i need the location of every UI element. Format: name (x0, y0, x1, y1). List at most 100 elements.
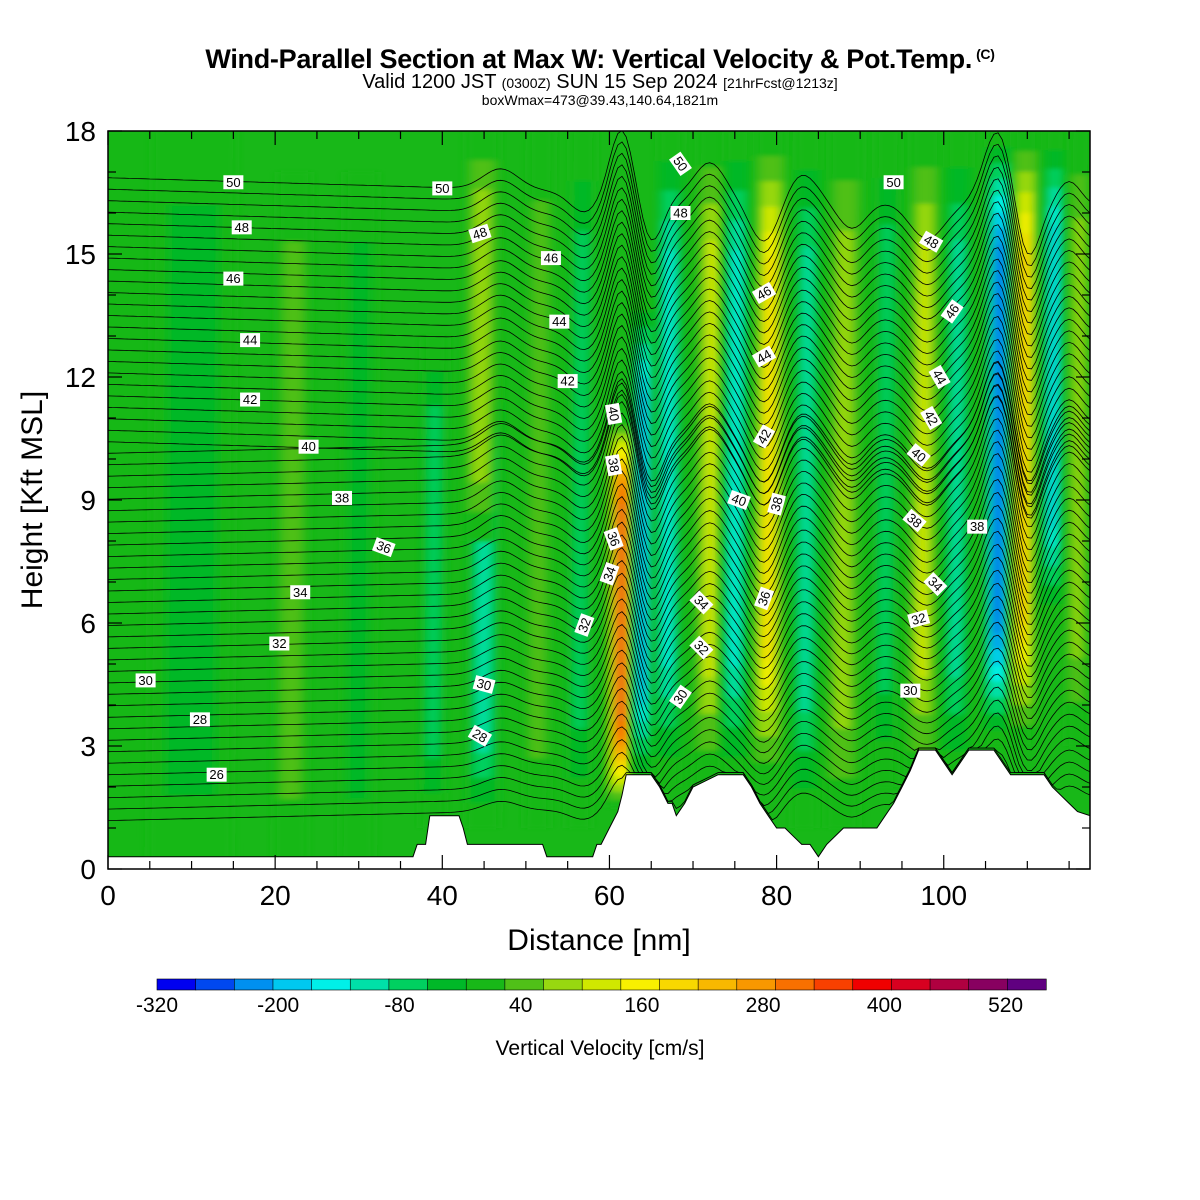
theta-contour (108, 660, 1090, 747)
contour-label-text: 32 (910, 610, 928, 628)
contour-label: 46 (223, 271, 244, 286)
x-tick-label: 20 (260, 880, 291, 911)
velocity-band (878, 224, 893, 694)
contour-label-text: 26 (209, 767, 223, 782)
contour-label: 48 (670, 206, 691, 221)
theta-contour (108, 141, 1090, 267)
contour-label: 46 (540, 251, 561, 266)
chart-subtitle: Valid 1200 JST (0300Z) SUN 15 Sep 2024 [… (0, 71, 1200, 94)
y-axis-label: Height [Kft MSL] (16, 391, 49, 609)
contour-label-box (206, 767, 227, 782)
contour-label: 48 (919, 230, 944, 253)
theta-contour (108, 595, 1090, 695)
copyright-mark: (C) (976, 46, 995, 62)
contour-label: 50 (669, 151, 692, 177)
contour-label-box (372, 537, 396, 558)
theta-contour (108, 393, 1090, 519)
colorbar-swatch (156, 978, 197, 991)
y-tick-label: 0 (80, 854, 96, 885)
contour-label: 32 (269, 636, 290, 651)
theta-contour (108, 406, 1090, 533)
contour-label-text: 36 (374, 538, 393, 557)
theta-contour (108, 383, 1090, 510)
velocity-column (273, 172, 312, 869)
theta-contour (108, 418, 1090, 545)
theta-contour (108, 187, 1090, 312)
theta-contour (108, 608, 1090, 705)
colorbar-tick-label: 520 (988, 994, 1023, 1017)
colorbar-swatch (697, 978, 738, 991)
contour-label-box (940, 299, 964, 324)
contour-labels: 50 48 46 44 42 40 38 36 34 32 30 28 26 50 48 46 44 42 40 38… (135, 151, 988, 782)
contour-label-box (549, 314, 570, 329)
contour-label: 30 (669, 684, 692, 710)
contour-label-box (269, 636, 290, 651)
contour-label-box (298, 439, 319, 454)
contour-label-box (468, 223, 492, 244)
contour-label-text: 36 (604, 530, 623, 549)
contour-label-box (669, 151, 692, 177)
theta-contour (108, 233, 1090, 358)
velocity-band (347, 241, 371, 800)
contour-label: 50 (432, 181, 453, 196)
colorbar-tick-label: -200 (257, 994, 299, 1017)
colorbar-tick-label: 400 (867, 994, 902, 1017)
velocity-band (800, 247, 813, 712)
contour-label: 50 (223, 175, 244, 190)
contour-label-box (767, 492, 786, 516)
colorbar-swatch (620, 978, 661, 991)
theta-contour (108, 505, 1090, 621)
contour-label-text: 28 (193, 712, 207, 727)
contour-label: 30 (135, 673, 156, 688)
contour-label-box (928, 364, 951, 390)
velocity-band (1020, 254, 1028, 623)
velocity-band (427, 406, 441, 758)
velocity-band (529, 200, 549, 759)
colorbar-swatch (736, 978, 777, 991)
y-tick-label: 15 (65, 239, 96, 270)
velocity-band (835, 230, 853, 729)
colorbar-swatch (659, 978, 699, 991)
velocity-column (148, 131, 237, 869)
velocity-band (951, 240, 963, 678)
theta-contours (108, 131, 1090, 821)
y-tick-label: 3 (80, 731, 96, 762)
y-tick-label: 18 (65, 116, 96, 147)
contour-label-box (727, 490, 751, 510)
x-tick-label: 80 (761, 880, 792, 911)
contour-label: 28 (467, 724, 493, 747)
contour-label-box (669, 684, 692, 710)
contour-label-text: 38 (767, 495, 785, 513)
contour-label-box (557, 374, 578, 389)
contour-label-text: 42 (243, 392, 257, 407)
contour-label-text: 32 (575, 616, 594, 635)
colorbar-label: Vertical Velocity [cm/s] (495, 1037, 705, 1060)
colorbar-swatch (929, 978, 970, 991)
contour-label-box (332, 490, 353, 505)
velocity-column (983, 131, 1015, 746)
x-tick-label: 100 (920, 880, 967, 911)
theta-contour (108, 492, 1090, 611)
contour-label: 48 (468, 223, 492, 244)
theta-contour (108, 621, 1090, 716)
contour-label: 34 (923, 572, 948, 597)
theta-contour (108, 175, 1090, 301)
colorbar-swatch (852, 978, 892, 991)
contour-label: 36 (372, 537, 396, 558)
theta-contour (108, 429, 1090, 556)
colorbar-tick-label: 280 (746, 994, 781, 1017)
contour-label-box (902, 508, 927, 533)
contour-label-box (907, 609, 931, 629)
contour-label: 36 (754, 586, 775, 611)
x-tick-label: 40 (427, 880, 458, 911)
contour-label-text: 32 (272, 636, 286, 651)
colorbar-tick-label: 160 (624, 994, 659, 1017)
contour-label-box (919, 230, 944, 253)
contour-label-box (599, 562, 620, 586)
contour-label-text: 38 (605, 457, 622, 474)
colorbar-swatch (891, 978, 931, 991)
contour-label: 42 (752, 424, 776, 449)
theta-contour (108, 453, 1090, 579)
contour-label: 38 (967, 519, 988, 534)
